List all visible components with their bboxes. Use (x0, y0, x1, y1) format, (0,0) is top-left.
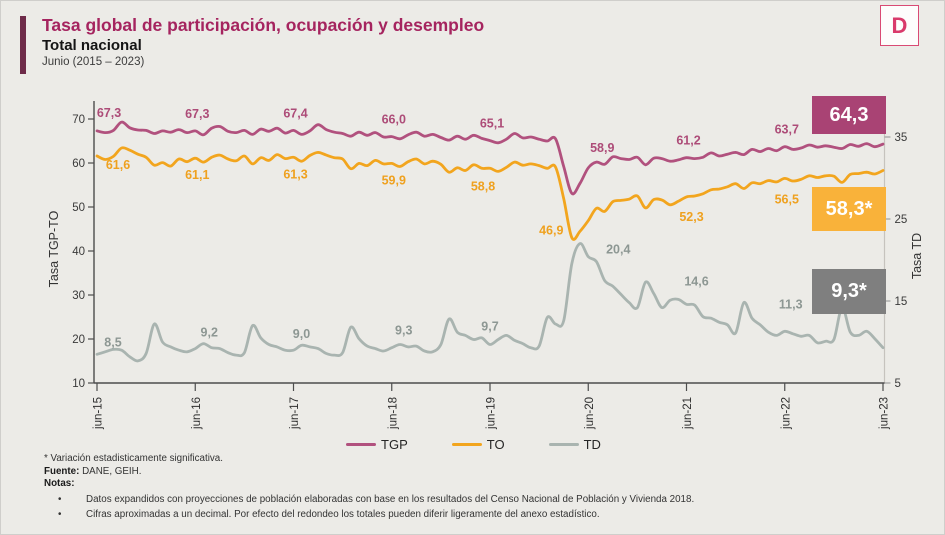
dane-logo: D (880, 5, 919, 46)
to-data-label: 59,9 (382, 173, 406, 187)
footer-notes: * Variación estadisticamente significati… (44, 453, 914, 521)
source-line: Fuente: DANE, GEIH. (44, 466, 914, 478)
page-title: Tasa global de participación, ocupación … (42, 15, 485, 35)
y-right-tick-label: 25 (895, 214, 908, 226)
y-left-tick-label: 20 (72, 334, 85, 346)
td-line (95, 242, 885, 363)
y-right-axis-title: Tasa TD (910, 233, 924, 279)
chart-legend: TGP TO TD (1, 437, 945, 452)
x-tick-label: jun-15 (93, 397, 105, 430)
to-data-label: 58,8 (471, 179, 495, 193)
x-tick-label: jun-20 (584, 397, 596, 430)
td-data-label: 11,3 (779, 297, 803, 311)
to-data-label: 56,5 (775, 192, 799, 206)
td-data-label: 8,5 (104, 335, 121, 349)
y-left-tick-label: 10 (72, 378, 85, 390)
tgp-data-label: 63,7 (775, 123, 799, 137)
x-tick-label: jun-22 (780, 397, 792, 430)
x-tick-label: jun-23 (879, 397, 891, 430)
x-tick-label: jun-21 (682, 397, 694, 430)
tgp-line (95, 120, 885, 196)
significance-footnote: * Variación estadisticamente significati… (44, 453, 223, 464)
header: Tasa global de participación, ocupación … (20, 14, 484, 74)
legend-label-td: TD (583, 437, 601, 452)
title-block: Tasa global de participación, ocupación … (42, 14, 484, 74)
to-data-label: 61,1 (185, 168, 209, 182)
td-data-label: 9,3 (395, 324, 412, 338)
tgp-data-label: 67,3 (185, 107, 209, 121)
notes-label: Notas: (44, 478, 75, 489)
y-right-tick-label: 15 (895, 296, 908, 308)
y-left-tick-label: 60 (72, 158, 85, 170)
x-tick-label: jun-17 (289, 397, 301, 430)
note-item: Cifras aproximadas a un decimal. Por efe… (44, 509, 914, 521)
y-right-tick-label: 5 (895, 378, 901, 390)
td-line-swatch-icon (548, 442, 579, 447)
notes-list: Datos expandidos con proyecciones de pob… (44, 494, 914, 522)
tgp-line-swatch-icon (346, 442, 377, 447)
tgp-data-label: 67,3 (97, 106, 121, 120)
td-data-label: 9,2 (201, 326, 218, 340)
legend-label-to: TO (486, 437, 505, 452)
x-tick-label: jun-16 (191, 397, 203, 430)
to-line (95, 146, 885, 241)
dane-logo-letter: D (891, 12, 908, 38)
y-left-tick-label: 70 (72, 114, 85, 126)
to-data-label: 61,3 (283, 167, 307, 181)
note-item: Datos expandidos con proyecciones de pob… (44, 494, 914, 506)
legend-label-tgp: TGP (381, 437, 408, 452)
y-left-tick-label: 40 (72, 246, 85, 258)
legend-item-to: TO (451, 437, 505, 452)
x-tick-label: jun-19 (486, 397, 498, 430)
to-data-label: 52,3 (679, 210, 703, 224)
y-right-tick-label: 35 (895, 132, 908, 144)
legend-item-td: TD (548, 437, 601, 452)
period-label: Junio (2015 – 2023) (42, 56, 145, 68)
legend-item-tgp: TGP (346, 437, 408, 452)
y-left-tick-label: 50 (72, 202, 85, 214)
chart-canvas: 10 20 30 40 50 60 70 5 15 25 35 jun-15 jun-16 jun-17 j… (47, 101, 924, 430)
title-accent-bar (20, 16, 26, 74)
source-label: Fuente: (44, 465, 80, 477)
td-data-label: 9,0 (293, 327, 310, 341)
x-tick-label: jun-18 (387, 397, 399, 430)
to-data-label: 46,9 (539, 224, 563, 238)
to-line-swatch-icon (451, 442, 482, 447)
td-data-label: 20,4 (606, 243, 630, 257)
tgp-end-value-box: 64,3 (812, 96, 886, 134)
to-data-label: 61,6 (106, 158, 130, 172)
td-data-label: 14,6 (684, 274, 708, 288)
to-end-value-box: 58,3* (812, 187, 886, 231)
tgp-data-label: 65,1 (480, 117, 504, 131)
td-end-value-box: 9,3* (812, 269, 886, 314)
td-data-label: 9,7 (481, 319, 498, 333)
tgp-data-label: 58,9 (590, 141, 614, 155)
page-subtitle: Total nacional (42, 37, 142, 54)
source-text: DANE, GEIH. (79, 465, 142, 477)
y-left-axis-title: Tasa TGP-TO (47, 210, 61, 287)
tgp-data-label: 67,4 (283, 106, 307, 120)
tgp-data-label: 61,2 (676, 134, 700, 148)
tgp-data-label: 66,0 (382, 113, 406, 127)
y-left-tick-label: 30 (72, 290, 85, 302)
